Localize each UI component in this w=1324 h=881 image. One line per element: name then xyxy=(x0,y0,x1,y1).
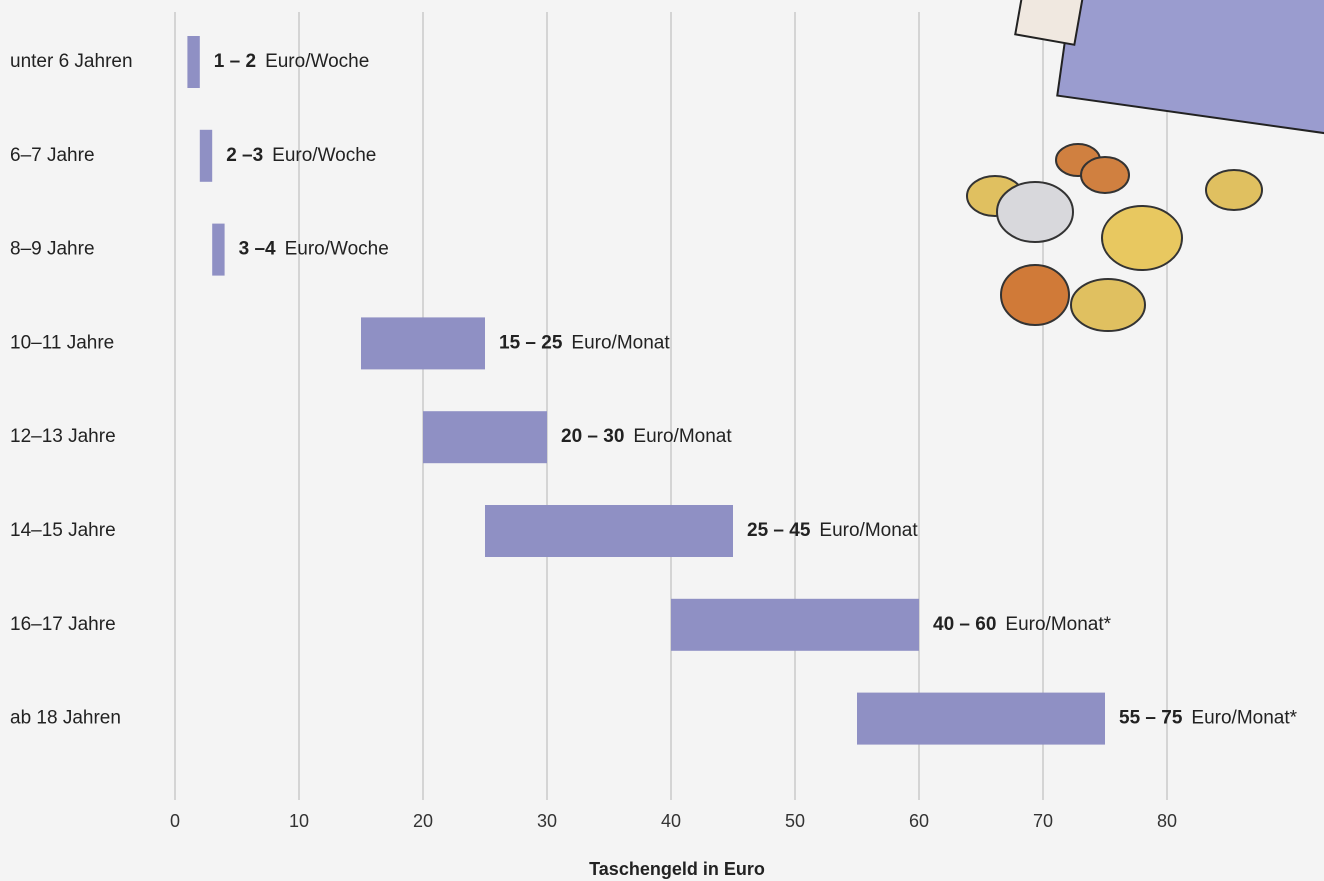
value-label: 20 – 30 xyxy=(561,426,624,447)
data-label: 1 – 2 Euro/Woche xyxy=(214,51,369,72)
bar xyxy=(423,411,547,464)
value-label: 2 –3 xyxy=(226,145,263,166)
y-tick-label: 8–9 Jahre xyxy=(10,239,95,260)
y-tick-label: unter 6 Jahren xyxy=(10,51,133,72)
coin xyxy=(1205,169,1263,211)
x-tick-label: 60 xyxy=(909,811,929,831)
illustration xyxy=(966,0,1324,332)
bar xyxy=(485,505,733,557)
x-tick-label: 30 xyxy=(537,811,557,831)
x-tick-label: 10 xyxy=(289,811,309,831)
coin xyxy=(996,181,1074,243)
unit-label: Euro/Woche xyxy=(265,51,369,72)
bar xyxy=(187,36,200,88)
y-tick-label: 10–11 Jahre xyxy=(10,332,114,353)
data-label: 2 –3 Euro/Woche xyxy=(226,145,376,166)
coin xyxy=(1080,156,1130,194)
bar xyxy=(212,223,225,276)
coin xyxy=(1101,205,1183,271)
x-tick-label: 80 xyxy=(1157,811,1177,831)
data-label: 15 – 25 Euro/Monat xyxy=(499,332,670,353)
unit-label: Euro/Monat xyxy=(633,426,732,447)
unit-label: Euro/Woche xyxy=(285,239,389,260)
x-tick-label: 40 xyxy=(661,811,681,831)
y-tick-label: 16–17 Jahre xyxy=(10,614,116,635)
banknote xyxy=(1014,0,1088,46)
data-label: 55 – 75 Euro/Monat* xyxy=(1119,708,1298,729)
x-axis-title: Taschengeld in Euro xyxy=(589,859,765,879)
x-tick-label: 50 xyxy=(785,811,805,831)
coin xyxy=(1000,264,1070,326)
unit-label: Euro/Monat xyxy=(571,332,670,353)
y-tick-label: 12–13 Jahre xyxy=(10,426,116,447)
data-label: 3 –4 Euro/Woche xyxy=(239,239,389,260)
value-label: 25 – 45 xyxy=(747,520,811,541)
data-label: 20 – 30 Euro/Monat xyxy=(561,426,732,447)
x-tick-label: 20 xyxy=(413,811,433,831)
x-tick-label: 70 xyxy=(1033,811,1053,831)
bar xyxy=(671,598,919,651)
unit-label: Euro/Woche xyxy=(272,145,376,166)
value-label: 15 – 25 xyxy=(499,332,563,353)
x-tick-label: 0 xyxy=(170,811,180,831)
value-label: 55 – 75 xyxy=(1119,708,1183,729)
coin xyxy=(1070,278,1146,332)
data-label: 40 – 60 Euro/Monat* xyxy=(933,614,1112,635)
bar xyxy=(199,129,213,182)
data-label: 25 – 45 Euro/Monat xyxy=(747,520,918,541)
y-tick-label: ab 18 Jahren xyxy=(10,708,121,729)
y-tick-label: 6–7 Jahre xyxy=(10,145,95,166)
value-label: 1 – 2 xyxy=(214,51,256,72)
unit-label: Euro/Monat* xyxy=(1005,614,1111,635)
value-label: 3 –4 xyxy=(239,239,276,260)
bar xyxy=(857,692,1105,745)
value-label: 40 – 60 xyxy=(933,614,996,635)
bar xyxy=(361,317,485,370)
unit-label: Euro/Monat xyxy=(819,520,918,541)
y-tick-label: 14–15 Jahre xyxy=(10,520,116,541)
unit-label: Euro/Monat* xyxy=(1191,708,1297,729)
